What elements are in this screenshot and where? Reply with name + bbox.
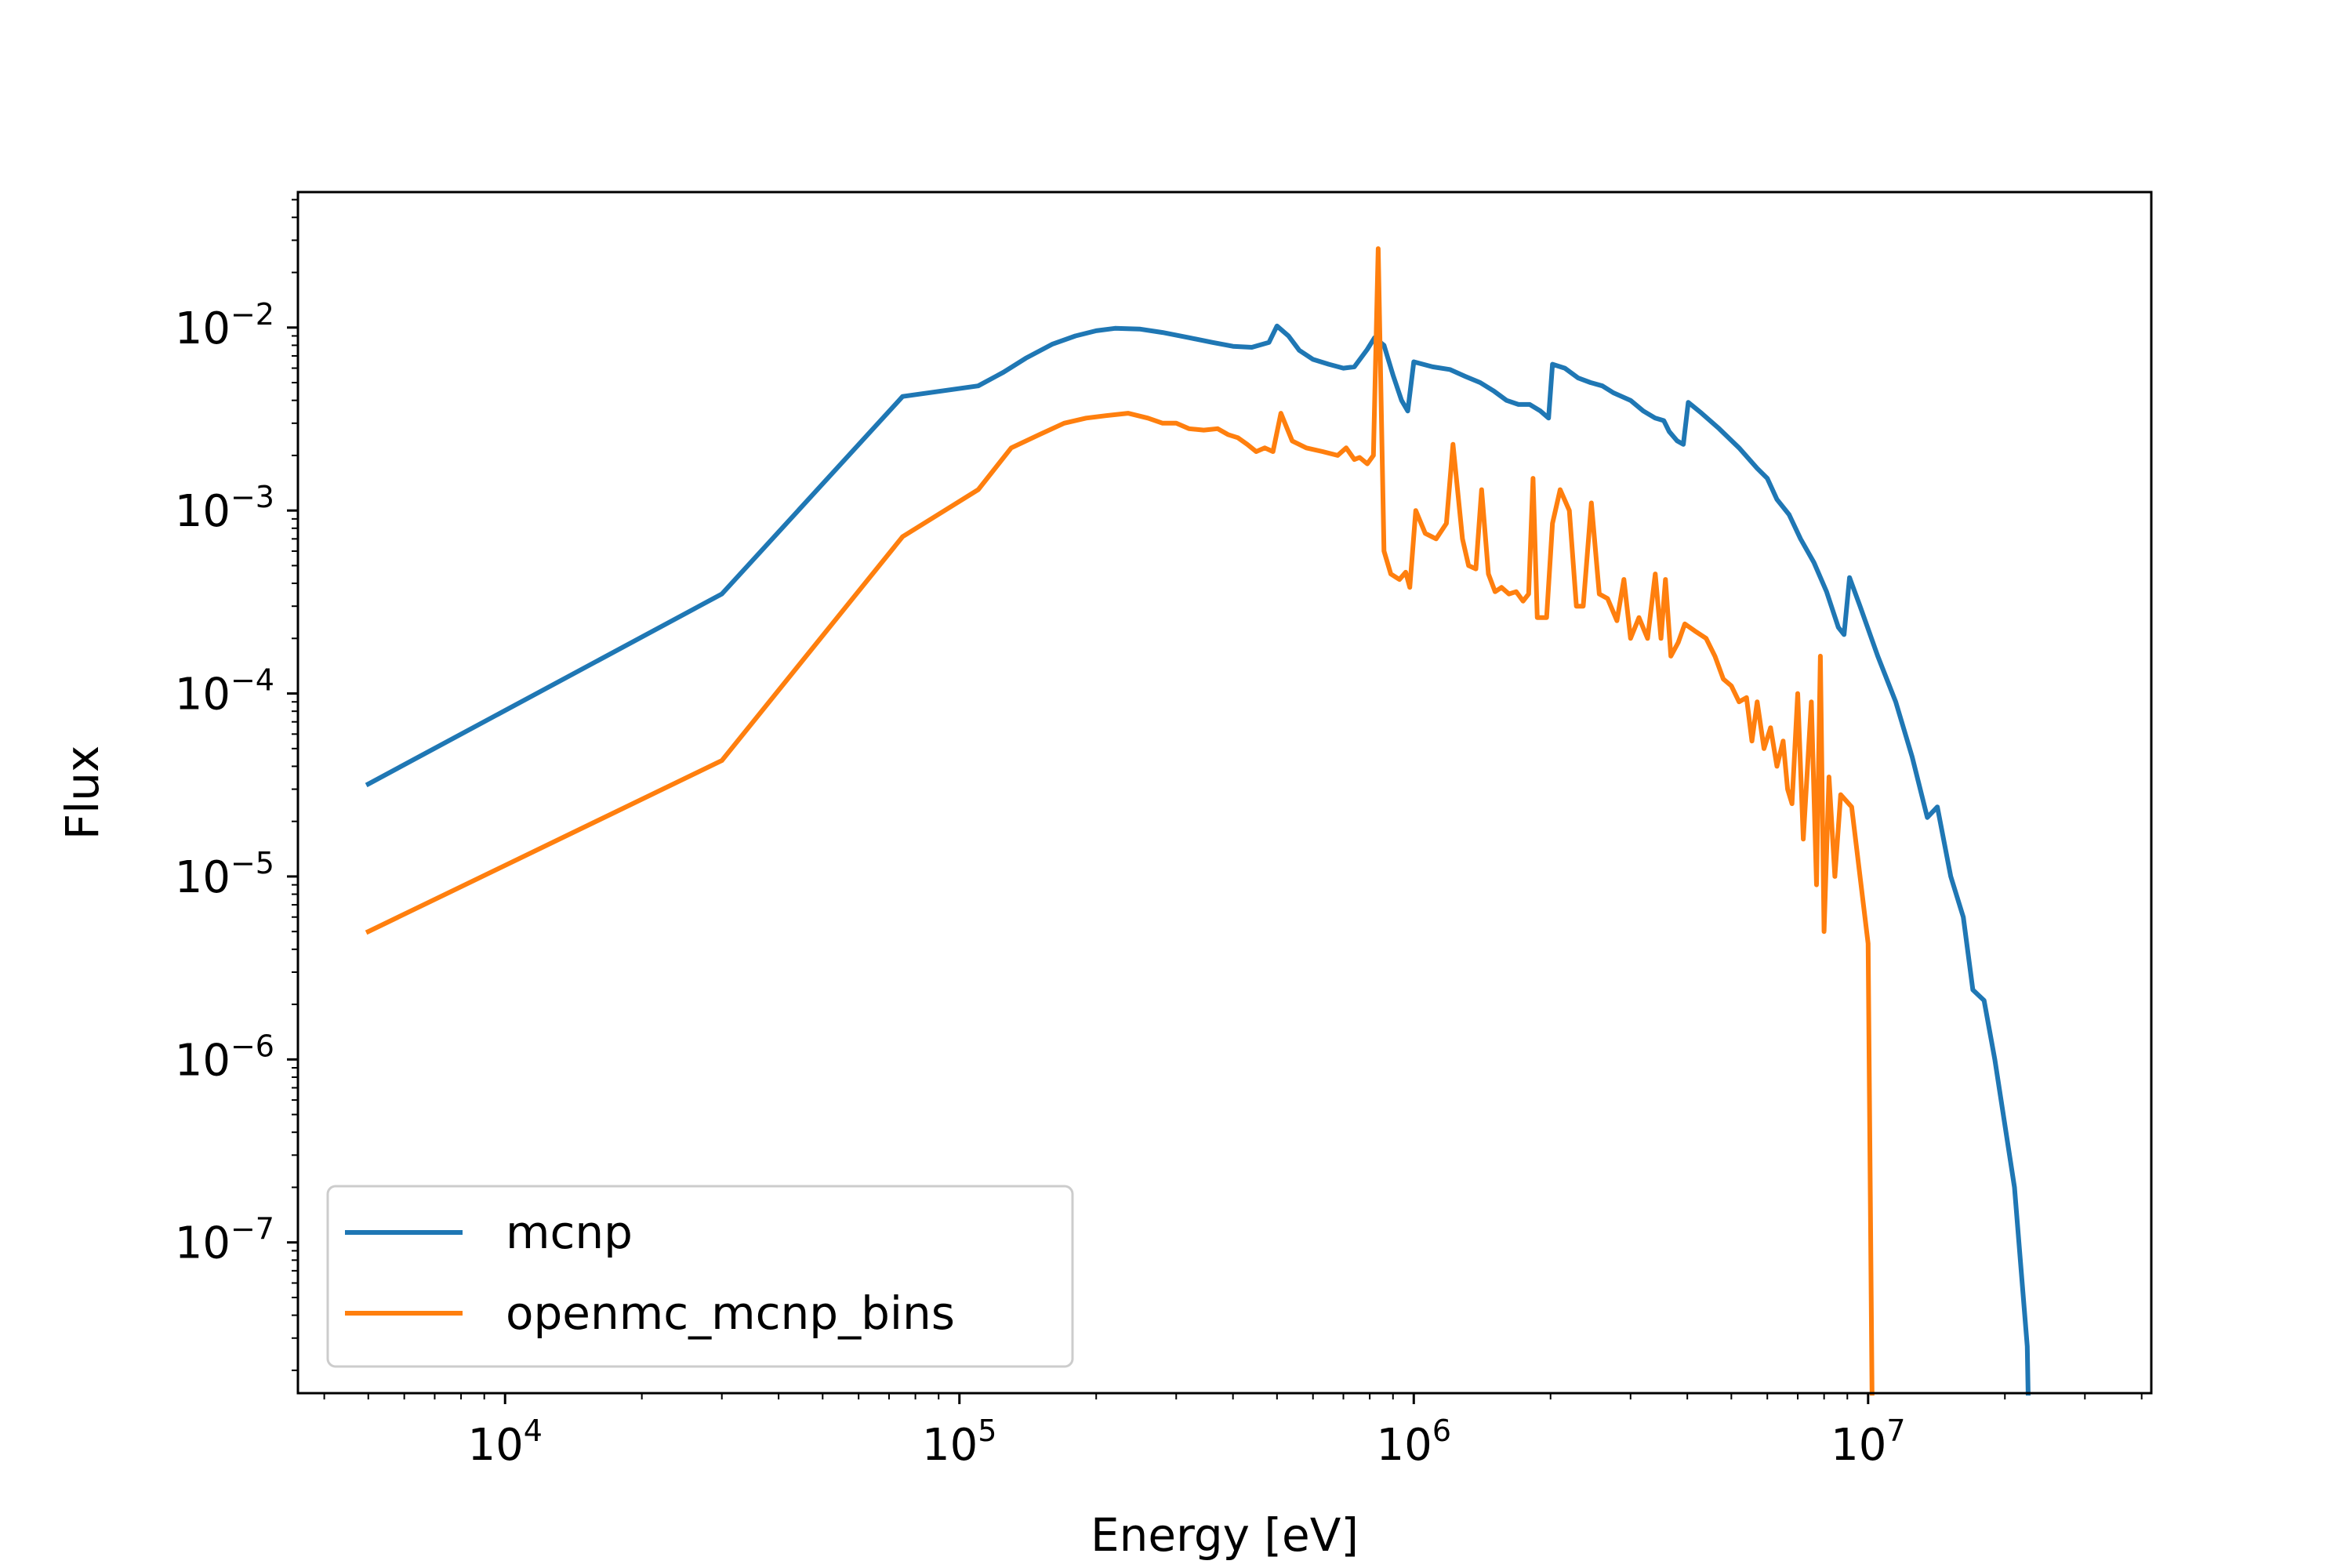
series-line-mcnp	[365, 323, 2031, 1396]
y-tick-label: 10−6	[175, 1029, 274, 1086]
x-axis-label: Energy [eV]	[1091, 1508, 1359, 1562]
y-tick-label: 10−3	[175, 480, 274, 537]
legend-label-mcnp: mcnp	[506, 1206, 633, 1259]
series-line-openmc-mcnp-bins	[365, 246, 1875, 1396]
y-tick-label: 10−4	[175, 663, 274, 720]
y-tick-label: 10−7	[175, 1212, 274, 1269]
y-axis: 10−7 10−6 10−5 10−4 10−3 10−2	[175, 198, 298, 1371]
legend-box	[326, 1185, 1074, 1368]
y-tick-label: 10−2	[175, 297, 274, 354]
legend-label-openmc-mcnp-bins: openmc_mcnp_bins	[506, 1287, 955, 1340]
y-axis-label: Flux	[56, 746, 109, 840]
x-tick-label: 107	[1831, 1414, 1905, 1471]
x-tick-label: 105	[922, 1414, 996, 1471]
x-axis: 104 105 106 107	[323, 1393, 2143, 1471]
y-tick-label: 10−5	[175, 846, 274, 903]
x-tick-label: 104	[467, 1414, 542, 1471]
legend: mcnp openmc_mcnp_bins	[326, 1185, 1074, 1368]
series-layer	[365, 246, 2031, 1396]
plot-frame	[296, 191, 2153, 1395]
x-tick-label: 106	[1377, 1414, 1451, 1471]
